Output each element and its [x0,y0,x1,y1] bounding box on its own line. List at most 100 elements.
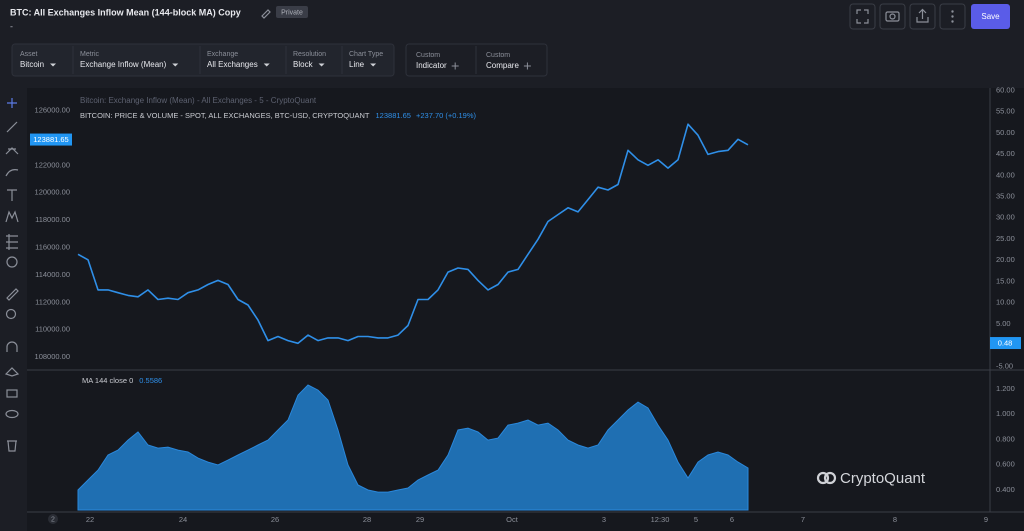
legend-title: Bitcoin: Exchange Inflow (Mean) - All Ex… [80,96,317,105]
watermark-logo [823,471,837,485]
indicator-title: MA 144 close 0 [82,376,133,385]
y-tick-label: 110000.00 [35,325,70,334]
dropdown-caret [370,63,377,67]
last-value-label: 0.48 [998,339,1013,348]
ruler-tool[interactable] [6,288,19,301]
x-tick-label: 28 [363,515,371,524]
y2-tick-label: 10.00 [996,298,1015,307]
private-badge [276,6,308,18]
last-value-badge [990,337,1021,350]
legend-change: +237.70 (+0.19%) [416,111,477,120]
delete-tool[interactable] [7,440,17,452]
y2-tick-label: 35.00 [996,192,1015,201]
indicator-last-value: 0.5586 [139,376,162,385]
magnet-tool[interactable] [6,341,18,352]
y-tick-label: 0.400 [996,485,1015,494]
plus-icon [451,62,459,70]
legend-last-value: 123881.65 [376,111,411,120]
chart-name: BTC: All Exchanges Inflow Mean (144-bloc… [10,7,241,17]
selector-label: Resolution [293,51,326,58]
inflow-area [77,384,749,511]
y-tick-label: 112000.00 [35,297,70,306]
y2-tick-label: 5.00 [996,319,1011,328]
x-tick-label: 9 [984,515,988,524]
selector-label: Chart Type [349,51,383,58]
y-tick-label: 0.600 [996,460,1015,469]
watermark-logo [816,471,830,485]
corner-circle [48,514,58,524]
plus-icon [523,62,531,70]
drawing-tools [4,98,20,452]
x-tick-label: Oct [506,515,519,524]
x-tick-label: 29 [416,515,424,524]
pattern-tool[interactable] [5,210,19,223]
y2-tick-label: 45.00 [996,149,1015,158]
y-tick-label: 118000.00 [35,215,70,224]
y2-tick-label: 15.00 [996,276,1015,285]
emoji-tool[interactable] [6,256,18,268]
y-tick-label: 120000.00 [35,188,70,197]
price-line [77,123,749,345]
edit-icon[interactable] [261,9,271,19]
custom-value[interactable]: Compare [486,61,519,70]
header-buttons: Save [849,3,1010,30]
x-tick-label: 7 [801,515,805,524]
zoom-tool[interactable] [5,308,17,320]
save-button[interactable] [971,4,1010,29]
plots: 108000.00 110000.00 112000.00 114000.00 1160… [30,85,1021,524]
y-tick-label: 108000.00 [35,352,70,361]
selector-value[interactable]: Block [293,60,314,69]
crosshair-tool[interactable] [7,98,17,108]
y-tick-label: 122000.00 [35,160,70,169]
y2-tick-label: 50.00 [996,128,1015,137]
y2-tick-label: 20.00 [996,255,1015,264]
selector-label: Exchange [207,51,238,58]
private-label: Private [281,9,303,16]
camera-lens [889,13,896,20]
y-tick-label: 114000.00 [35,270,70,279]
y2-tick-label: 60.00 [996,85,1015,94]
y2-tick-label: 30.00 [996,213,1015,222]
legend-series-name: BITCOIN: PRICE & VOLUME - SPOT, ALL EXCH… [80,111,370,120]
selector-value[interactable]: Bitcoin [20,60,44,69]
y-tick-label: 116000.00 [35,242,70,251]
x-tick-label: 5 [694,515,698,524]
trendline-tool[interactable] [6,121,18,133]
custom-value[interactable]: Indicator [416,61,447,70]
text-tool[interactable] [7,189,17,201]
selector-value[interactable]: All Exchanges [207,60,258,69]
projection-tool[interactable] [6,234,18,250]
custom-label: Custom [416,52,440,59]
more-icon [951,10,954,23]
x-tick-label: 3 [602,515,606,524]
selector-value[interactable]: Line [349,60,365,69]
x-tick-label: 22 [86,515,94,524]
fullscreen-button[interactable] [849,3,876,30]
y2-tick-label: -5.00 [996,361,1013,370]
x-tick-label: 12:30 [651,515,670,524]
lock-tool[interactable] [6,389,18,398]
dropdown-caret [50,63,57,67]
selector-value[interactable]: Exchange Inflow (Mean) [80,60,167,69]
x-tick-label: 24 [179,515,187,524]
x-tick-label: 6 [730,515,734,524]
fib-tool[interactable] [5,147,19,155]
selector-group [11,43,395,77]
selector-label: Asset [20,51,38,58]
custom-label: Custom [486,52,510,59]
share-icon [916,8,929,23]
stay-drawing-tool[interactable] [4,367,20,377]
y2-tick-label: 55.00 [996,107,1015,116]
selector-label: Metric [80,51,100,58]
price-badge [30,133,72,146]
brush-tool[interactable] [5,169,19,177]
visibility-tool[interactable] [5,409,19,419]
x-tick-label: 8 [893,515,897,524]
save-label[interactable]: Save [981,12,1000,21]
dropdown-caret [263,63,270,67]
corner-label: 2 [51,516,55,523]
x-tick-label: 26 [271,515,279,524]
snapshot-button[interactable] [879,3,906,30]
y-tick-label: 1.000 [996,409,1015,418]
